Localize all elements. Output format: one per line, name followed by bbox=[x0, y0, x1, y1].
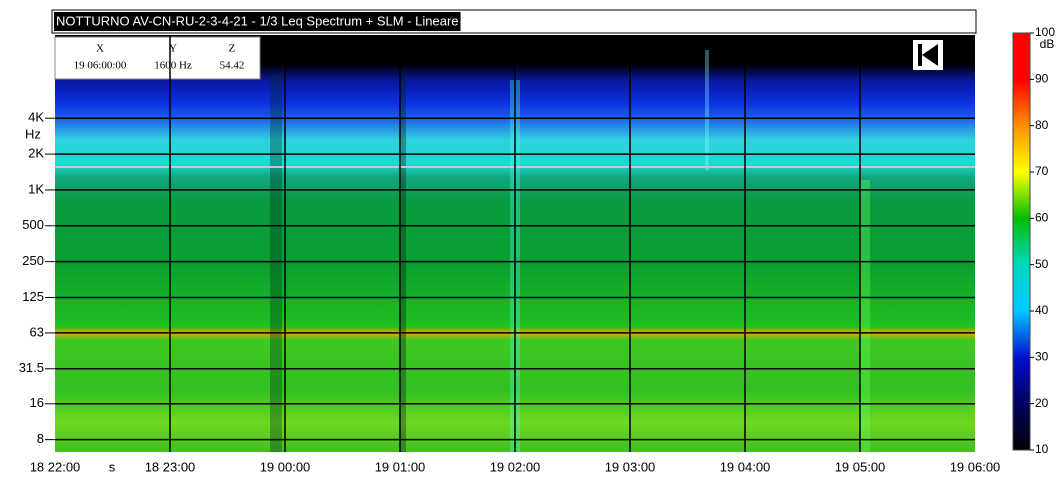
x-tick-label: 19 01:00 bbox=[375, 459, 426, 474]
y-tick-label: 4K bbox=[28, 110, 44, 125]
cursor-label: X bbox=[96, 43, 104, 55]
y-tick-label: 8 bbox=[37, 431, 44, 446]
cursor-label: Z bbox=[229, 43, 236, 55]
flag-icon bbox=[913, 40, 943, 70]
y-tick-label: 125 bbox=[22, 289, 44, 304]
y-tick-label: 31.5 bbox=[19, 360, 44, 375]
y-tick-label: 1K bbox=[28, 181, 44, 196]
chart-title: NOTTURNO AV-CN-RU-2-3-4-21 - 1/3 Leq Spe… bbox=[56, 13, 459, 28]
colorbar-tick-label: 10 bbox=[1035, 442, 1049, 456]
cursor-label: Y bbox=[169, 43, 177, 55]
x-tick-label: 19 05:00 bbox=[835, 459, 886, 474]
x-tick-label: 19 00:00 bbox=[260, 459, 311, 474]
cursor-box bbox=[54, 36, 261, 80]
y-tick-label: 16 bbox=[30, 395, 44, 410]
x-axis-label: s bbox=[109, 459, 116, 474]
x-tick-label: 19 04:00 bbox=[720, 459, 771, 474]
cursor-value: 1600 Hz bbox=[154, 60, 192, 72]
y-axis-label: Hz bbox=[25, 126, 41, 141]
colorbar-tick-label: 20 bbox=[1035, 396, 1049, 410]
y-tick-label: 500 bbox=[22, 217, 44, 232]
title-highlight bbox=[54, 12, 461, 31]
x-tick-label: 18 23:00 bbox=[145, 459, 196, 474]
colorbar-tick-label: 60 bbox=[1035, 211, 1049, 225]
y-tick-label: 63 bbox=[30, 324, 44, 339]
cursor-value: 19 06:00:00 bbox=[74, 60, 127, 72]
colorbar-label: dB bbox=[1040, 37, 1055, 51]
colorbar bbox=[1012, 32, 1031, 451]
colorbar-tick-label: 70 bbox=[1035, 164, 1049, 178]
colorbar-tick-label: 90 bbox=[1035, 72, 1049, 86]
x-tick-label: 19 06:00 bbox=[950, 459, 1001, 474]
y-tick-label: 250 bbox=[22, 253, 44, 268]
x-tick-label: 18 22:00 bbox=[30, 459, 81, 474]
cursor-value: 54.42 bbox=[220, 60, 245, 72]
x-tick-label: 19 03:00 bbox=[605, 459, 656, 474]
colorbar-tick-label: 30 bbox=[1035, 350, 1049, 364]
colorbar-tick-label: 100 bbox=[1035, 25, 1055, 39]
colorbar-tick-label: 80 bbox=[1035, 118, 1049, 132]
colorbar-tick-label: 40 bbox=[1035, 303, 1049, 317]
y-tick-label: 2K bbox=[28, 146, 44, 161]
colorbar-tick-label: 50 bbox=[1035, 257, 1049, 271]
x-tick-label: 19 02:00 bbox=[490, 459, 541, 474]
